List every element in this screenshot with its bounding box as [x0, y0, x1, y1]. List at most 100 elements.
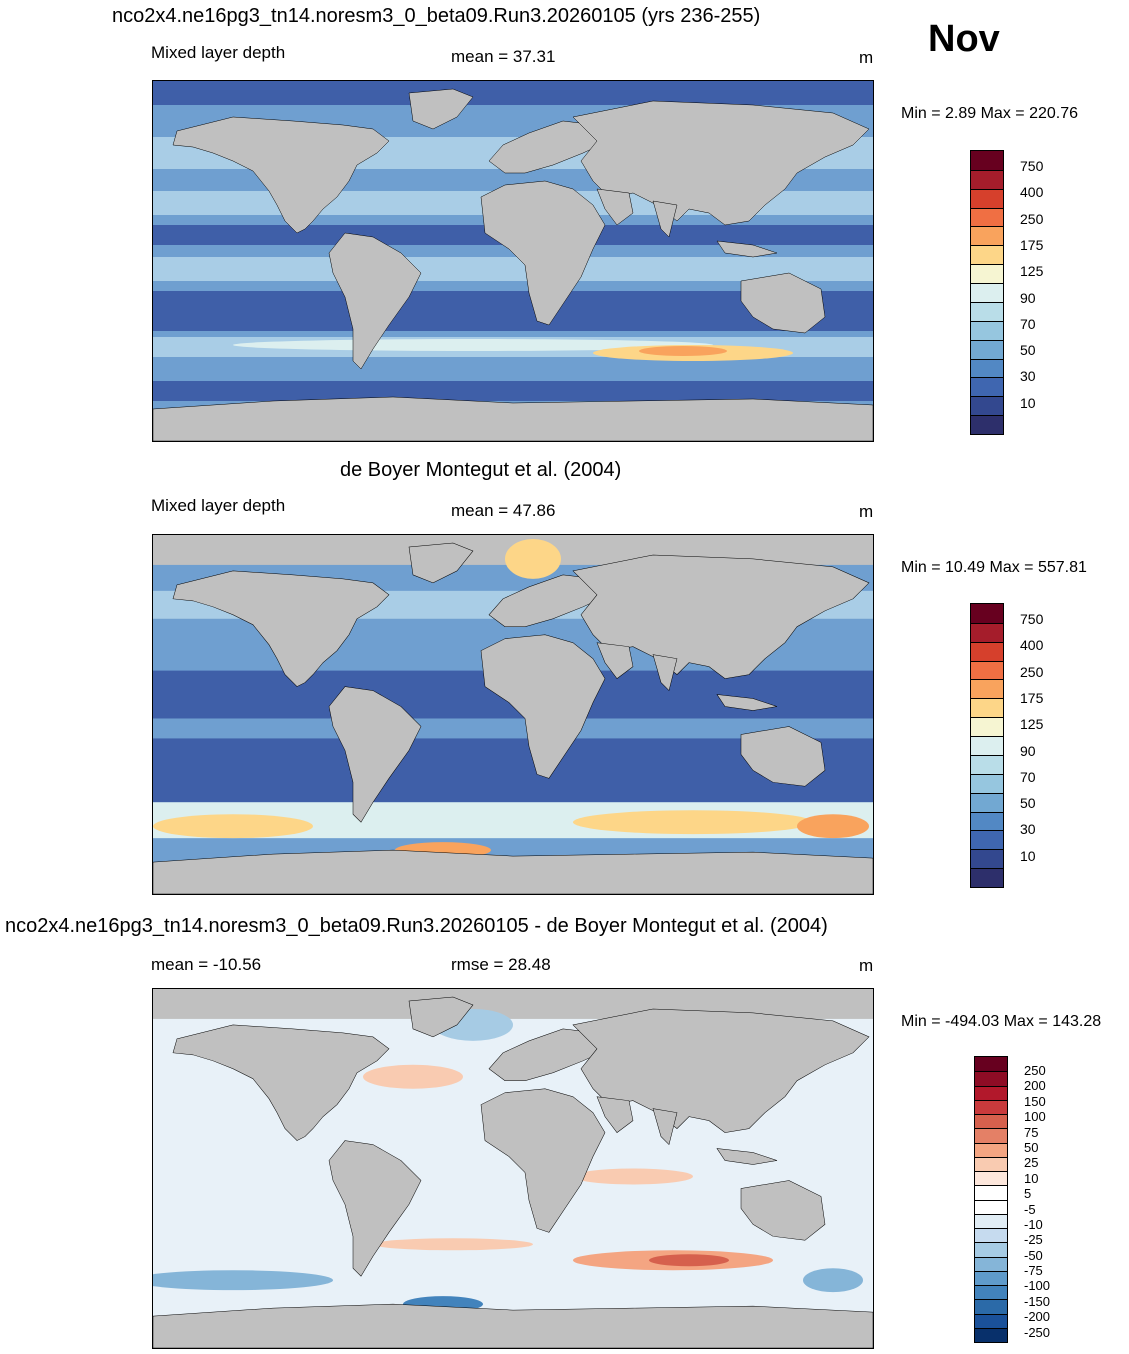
mld-maximum	[573, 810, 813, 835]
colorbar-label: 10	[1020, 394, 1036, 411]
colorbar-swatch	[975, 1242, 1007, 1257]
colorbar-label: 70	[1020, 768, 1036, 785]
colorbar-label: 125	[1020, 716, 1044, 733]
panel1-unit: m	[859, 48, 874, 67]
mld-maximum	[797, 814, 869, 839]
colorbar-swatch	[975, 1171, 1007, 1186]
colorbar-swatch	[971, 283, 1003, 302]
colorbar-swatch	[971, 301, 1003, 321]
colorbar-label: 400	[1020, 637, 1044, 654]
land-mass	[173, 1025, 389, 1141]
colorbar-label: 150	[1024, 1093, 1046, 1109]
colorbar-swatch	[971, 849, 1003, 869]
colorbar-label: -100	[1024, 1278, 1051, 1294]
positive-anomaly	[373, 1238, 533, 1251]
colorbar-label: -200	[1024, 1309, 1051, 1325]
map-svg	[153, 989, 873, 1348]
land-mass	[153, 397, 873, 441]
colorbar-label: 200	[1024, 1078, 1046, 1094]
negative-anomaly	[803, 1268, 863, 1293]
colorbar-swatch	[971, 792, 1003, 812]
land-mass	[481, 635, 605, 779]
colorbar-swatch	[975, 1199, 1007, 1214]
colorbar-swatch	[975, 1270, 1007, 1285]
land-mass	[173, 117, 389, 233]
land-mass	[573, 101, 869, 225]
land-mass	[653, 655, 677, 691]
colorbar-swatch	[971, 660, 1003, 680]
colorbar-label: -150	[1024, 1293, 1051, 1309]
colorbar-swatch	[971, 188, 1003, 208]
panel2-unit: m	[859, 502, 874, 521]
colorbar-swatch	[971, 679, 1003, 699]
colorbar-label: 250	[1020, 663, 1044, 680]
panel2-colorbar	[970, 603, 1004, 888]
colorbar-swatch	[971, 868, 1003, 887]
colorbar-swatch	[975, 1313, 1007, 1328]
main-title: nco2x4.ne16pg3_tn14.noresm3_0_beta09.Run…	[112, 5, 761, 27]
colorbar-swatch	[975, 1156, 1007, 1171]
colorbar-label: -10	[1024, 1216, 1043, 1232]
colorbar-label: -50	[1024, 1247, 1043, 1263]
map-svg	[153, 81, 873, 441]
colorbar-swatch	[971, 773, 1003, 793]
land-mass	[329, 687, 421, 823]
mld-maximum	[505, 538, 561, 579]
land-mass	[409, 997, 473, 1037]
month-label: Nov	[928, 18, 1000, 60]
land-mass	[653, 201, 677, 237]
land-mass	[173, 571, 389, 687]
colorbar-swatch	[971, 736, 1003, 755]
colorbar-label: 750	[1020, 158, 1044, 174]
colorbar-swatch	[975, 1099, 1007, 1114]
land-mass	[741, 726, 825, 786]
map-svg	[153, 535, 873, 894]
panel2-mean: mean = 47.86	[451, 501, 556, 520]
colorbar-swatch	[975, 1327, 1007, 1342]
positive-anomaly	[573, 1168, 693, 1185]
mld-maximum	[153, 814, 313, 839]
colorbar-label: 25	[1024, 1155, 1039, 1171]
colorbar-swatch	[971, 754, 1003, 774]
colorbar-label: 75	[1024, 1124, 1039, 1140]
colorbar-swatch	[975, 1213, 1007, 1228]
colorbar-swatch	[971, 226, 1003, 246]
colorbar-label: 125	[1020, 263, 1044, 280]
panel1-colorbar	[970, 150, 1004, 435]
land-mass	[573, 555, 869, 679]
colorbar-label: 175	[1020, 236, 1044, 253]
colorbar-label: 50	[1024, 1139, 1039, 1155]
colorbar-label: 50	[1020, 795, 1036, 812]
positive-anomaly	[363, 1064, 463, 1089]
colorbar-swatch	[971, 622, 1003, 642]
colorbar-swatch	[971, 169, 1003, 189]
colorbar-swatch	[971, 264, 1003, 284]
colorbar-swatch	[971, 377, 1003, 397]
colorbar-swatch	[971, 830, 1003, 850]
colorbar-swatch	[975, 1299, 1007, 1314]
land-mass	[597, 1097, 633, 1133]
colorbar-label: 70	[1020, 315, 1036, 332]
colorbar-label: 10	[1020, 847, 1036, 864]
land-mass	[597, 643, 633, 679]
land-mass	[717, 1149, 777, 1165]
colorbar-label: 50	[1020, 342, 1036, 359]
colorbar-swatch	[971, 717, 1003, 737]
land-mass	[409, 89, 473, 129]
colorbar-swatch	[971, 811, 1003, 831]
land-mass	[481, 181, 605, 325]
panel2-variable: Mixed layer depth	[151, 496, 286, 515]
colorbar-swatch	[975, 1114, 1007, 1129]
colorbar-swatch	[975, 1128, 1007, 1143]
colorbar-label: 30	[1020, 368, 1036, 385]
land-mass	[717, 695, 777, 711]
land-mass	[597, 189, 633, 225]
colorbar-label: 5	[1024, 1186, 1032, 1202]
colorbar-swatch	[971, 358, 1003, 378]
positive-anomaly	[649, 1254, 729, 1267]
colorbar-label: 100	[1024, 1109, 1046, 1125]
panel2-map	[152, 534, 874, 895]
colorbar-label: 750	[1020, 611, 1044, 627]
colorbar-swatch	[975, 1085, 1007, 1100]
land-mass	[653, 1109, 677, 1145]
